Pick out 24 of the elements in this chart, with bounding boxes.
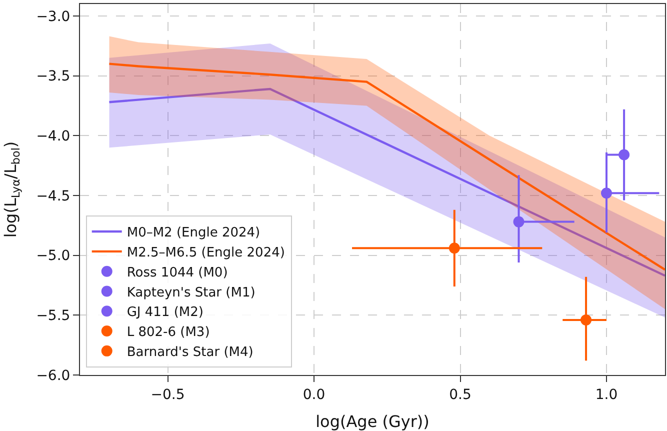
y-tick-label: −4.5 <box>36 188 70 204</box>
y-tick-label: −4.0 <box>36 128 70 145</box>
point <box>448 242 460 254</box>
x-axis-title: log(Age (Gyr)) <box>316 412 430 431</box>
y-tick-label: −5.5 <box>36 308 70 324</box>
legend-label: GJ 411 (M2) <box>126 305 204 320</box>
legend-label: L 802-6 (M3) <box>126 325 210 340</box>
x-tick-label: −0.5 <box>150 386 185 403</box>
legend-label: M2.5–M6.5 (Engle 2024) <box>126 246 285 260</box>
x-tick-label: 0.0 <box>302 386 326 403</box>
legend-label: Barnard's Star (M4) <box>126 345 254 360</box>
x-tick-label: 1.0 <box>595 386 618 403</box>
x-tick-label: 0.5 <box>449 386 472 403</box>
y-tick-label: −3.0 <box>36 8 70 25</box>
y-tick-label: −5.0 <box>36 248 70 264</box>
y-tick-label: −6.0 <box>36 368 70 384</box>
point <box>513 216 524 228</box>
legend-label: Ross 1044 (M0) <box>126 265 228 280</box>
point <box>580 314 592 326</box>
y-tick-label: −3.5 <box>36 68 70 85</box>
legend-label: M0–M2 (Engle 2024) <box>126 226 260 241</box>
point <box>601 188 612 199</box>
point <box>618 149 630 160</box>
legend-label: Kapteyn's Star (M1) <box>126 285 256 300</box>
